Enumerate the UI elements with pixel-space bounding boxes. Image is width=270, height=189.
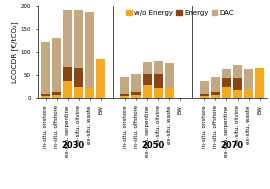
Bar: [131, 74, 140, 92]
Bar: [120, 94, 130, 96]
Bar: [131, 94, 140, 98]
Bar: [143, 74, 151, 85]
Text: 2030: 2030: [62, 141, 85, 150]
Bar: [154, 61, 163, 74]
Bar: [143, 62, 151, 74]
Bar: [96, 59, 105, 98]
Bar: [74, 68, 83, 87]
Bar: [120, 77, 130, 94]
Text: 2070: 2070: [220, 141, 244, 150]
Bar: [255, 68, 264, 98]
Bar: [244, 69, 253, 90]
Y-axis label: LCOCDR [€/tCO₂]: LCOCDR [€/tCO₂]: [11, 21, 18, 83]
Bar: [222, 87, 231, 98]
Bar: [222, 69, 231, 78]
Bar: [74, 87, 83, 98]
Bar: [52, 94, 61, 98]
Bar: [41, 94, 50, 96]
Legend: w/o Energy, Energy, DAC: w/o Energy, Energy, DAC: [126, 9, 235, 16]
Bar: [211, 92, 220, 94]
Bar: [233, 65, 242, 78]
Bar: [233, 90, 242, 98]
Bar: [200, 94, 209, 96]
Bar: [41, 42, 50, 94]
Bar: [200, 81, 209, 94]
Bar: [165, 88, 174, 98]
Bar: [233, 78, 242, 90]
Bar: [154, 88, 163, 98]
Bar: [154, 74, 163, 88]
Bar: [211, 77, 220, 92]
Bar: [120, 96, 130, 98]
Bar: [52, 38, 61, 92]
Bar: [63, 81, 72, 98]
Text: 2050: 2050: [141, 141, 164, 150]
Bar: [165, 63, 174, 88]
Bar: [85, 88, 94, 98]
Bar: [74, 10, 83, 68]
Bar: [131, 92, 140, 94]
Bar: [63, 67, 72, 81]
Bar: [85, 12, 94, 88]
Bar: [222, 78, 231, 87]
Bar: [52, 92, 61, 94]
Bar: [211, 94, 220, 98]
Bar: [143, 85, 151, 98]
Bar: [41, 96, 50, 98]
Bar: [63, 10, 72, 67]
Bar: [200, 96, 209, 98]
Bar: [244, 90, 253, 98]
